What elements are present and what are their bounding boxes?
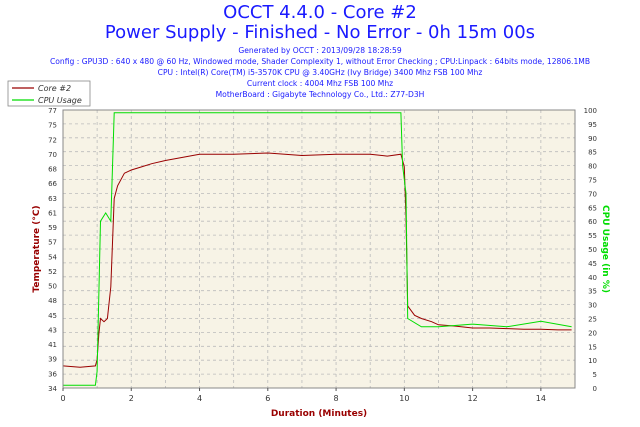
info-config: Config : GPU3D : 640 x 480 @ 60 Hz, Wind… (49, 57, 591, 66)
y-tick-label-right: 65 (588, 204, 597, 212)
legend-box (7, 80, 91, 107)
chart-title: OCCT 4.4.0 - Core #2 (223, 2, 417, 23)
y-tick-label-left: 48 (48, 297, 57, 305)
y-tick-label-right: 35 (588, 288, 597, 296)
x-tick-label: 0 (60, 394, 65, 403)
y-tick-label-right: 10 (588, 357, 597, 365)
info-clock: Current clock : 4004 Mhz FSB 100 Mhz (246, 79, 394, 88)
y-tick-label-left: 70 (48, 151, 57, 159)
y-tick-label-left: 45 (48, 312, 57, 320)
y-tick-label-left: 59 (48, 224, 57, 232)
y-axis-label-right: CPU Usage (in %) (600, 205, 610, 293)
y-tick-label-left: 72 (48, 136, 57, 144)
y-tick-label-right: 90 (588, 135, 597, 143)
y-tick-label-left: 36 (48, 370, 57, 378)
y-tick-label-right: 25 (588, 316, 597, 324)
y-tick-label-right: 80 (588, 163, 597, 171)
info-motherboard: MotherBoard : Gigabyte Technology Co., L… (215, 90, 425, 99)
y-tick-label-right: 85 (588, 149, 597, 157)
y-tick-label-left: 52 (48, 268, 57, 276)
y-axis-label-left: Temperature (°C) (32, 205, 42, 292)
y-tick-label-left: 34 (48, 385, 57, 393)
legend: Core #2 CPU Usage (7, 80, 91, 107)
series-layer (62, 112, 572, 386)
x-tick-label: 12 (468, 394, 478, 403)
chart-subtitle: Power Supply - Finished - No Error - 0h … (104, 22, 536, 43)
y-tick-label-right: 5 (593, 371, 597, 379)
y-tick-label-right: 15 (588, 343, 597, 351)
x-tick-label: 8 (334, 394, 339, 403)
y-tick-label-left: 39 (48, 356, 57, 364)
y-tick-label-right: 20 (588, 329, 597, 337)
y-tick-label-left: 77 (48, 107, 57, 115)
x-tick-label: 6 (265, 394, 270, 403)
legend-label-core2: Core #2 (38, 84, 71, 93)
y-tick-label-left: 68 (48, 166, 57, 174)
legend-label-cpu-usage: CPU Usage (38, 96, 82, 105)
y-tick-label-right: 60 (588, 218, 597, 226)
ticks: 0 2 4 6 8 10 12 1405101520253035404550556065707… (48, 107, 597, 403)
y-tick-label-right: 40 (588, 274, 597, 282)
y-tick-label-left: 61 (48, 209, 57, 217)
x-tick-label: 10 (399, 394, 409, 403)
y-tick-label-right: 0 (593, 385, 597, 393)
y-tick-label-left: 41 (48, 341, 57, 349)
y-tick-label-right: 75 (588, 177, 597, 185)
y-tick-label-left: 75 (48, 122, 57, 130)
x-tick-label: 2 (129, 394, 134, 403)
y-tick-label-left: 66 (48, 180, 57, 188)
x-axis-label: Duration (Minutes) (271, 409, 367, 419)
y-tick-label-right: 50 (588, 246, 597, 254)
y-tick-label-right: 95 (588, 121, 597, 129)
series-line-cpu-usage (63, 112, 572, 386)
y-tick-label-right: 30 (588, 302, 597, 310)
y-tick-label-right: 100 (584, 107, 597, 115)
x-tick-label: 4 (197, 394, 202, 403)
y-tick-label-left: 43 (48, 326, 57, 334)
plot-border (62, 109, 576, 389)
y-tick-label-right: 70 (588, 190, 597, 198)
y-tick-label-right: 45 (588, 260, 597, 268)
y-tick-label-right: 55 (588, 232, 597, 240)
info-generated: Generated by OCCT : 2013/09/28 18:28:59 (238, 46, 402, 55)
series-line-core2 (62, 152, 572, 368)
y-tick-label-left: 50 (48, 283, 57, 291)
info-cpu: CPU : Intel(R) Core(TM) i5-3570K CPU @ 3… (157, 68, 483, 77)
x-tick-label: 14 (536, 394, 546, 403)
y-tick-label-left: 54 (48, 253, 57, 261)
y-tick-label-left: 57 (48, 239, 57, 247)
y-tick-label-left: 63 (48, 195, 57, 203)
plot-area (63, 110, 575, 388)
